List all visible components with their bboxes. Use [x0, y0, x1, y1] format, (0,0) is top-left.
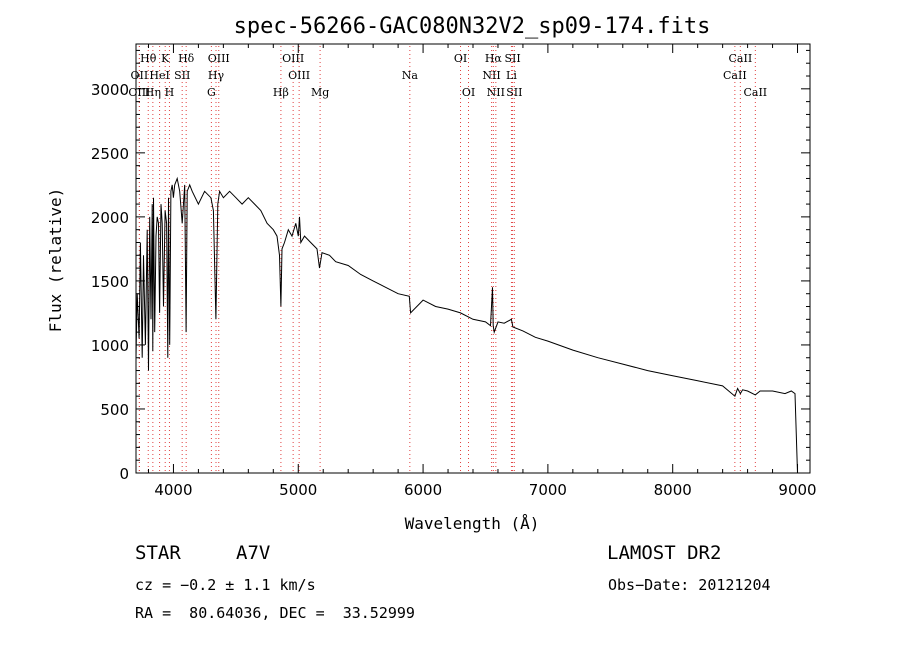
spectral-line-label: Hγ [208, 69, 225, 82]
survey-name: LAMOST DR2 [607, 542, 722, 564]
spectral-line-label: OI [462, 86, 475, 99]
spectral-line-label: HeI [149, 69, 169, 82]
coordinates: RA = 80.64036, DEC = 33.52999 [135, 604, 415, 622]
spectral-line-label: K [161, 52, 170, 65]
plot-frame [135, 43, 811, 474]
spectral-line-label: SII [174, 69, 190, 82]
spectral-line-label: G [207, 86, 216, 99]
x-axis-label: Wavelength (Å) [405, 514, 540, 533]
spectral-line-label: Hη [145, 86, 161, 99]
object-subclass: A7V [236, 542, 271, 564]
y-tick-label: 2500 [91, 145, 129, 163]
spectral-line-label: NII [487, 86, 505, 99]
spectral-line-label: Na [402, 69, 419, 82]
spectral-line-label: SII [504, 52, 520, 65]
x-tick-label: 8000 [654, 481, 692, 499]
spectral-line-label: CaII [729, 52, 753, 65]
y-axis-label: Flux (relative) [46, 188, 65, 333]
y-tick-label: 2000 [91, 209, 129, 227]
spectral-line-label: SII [506, 86, 522, 99]
spectral-line-label: CaII [723, 69, 747, 82]
y-tick-label: 1500 [91, 273, 129, 291]
y-tick-label: 0 [119, 465, 129, 483]
y-tick-label: 3000 [91, 81, 129, 99]
spectral-line-label: OII [131, 69, 149, 82]
spectral-line-label: Hα [485, 52, 503, 65]
spectrum-series-line [135, 176, 798, 474]
spectral-line-label: Li [506, 69, 517, 82]
x-tick-label: 6000 [404, 481, 442, 499]
spectral-line-label: H [165, 86, 175, 99]
spectral-line-label: NII [482, 69, 500, 82]
spectral-line-label: OI [454, 52, 467, 65]
spectral-line-label: OIII [282, 52, 304, 65]
spectral-line-label: Hθ [140, 52, 157, 65]
x-tick-label: 4000 [154, 481, 192, 499]
spectral-line-label: CaII [743, 86, 767, 99]
spectral-line-label: OIII [288, 69, 310, 82]
spectral-line-label: Mg [311, 86, 329, 99]
spectral-line-markers [138, 46, 756, 473]
x-tick-label: 9000 [778, 481, 816, 499]
y-axis-ticks: 0 500 1000 1500 2000 2500 3000 [91, 49, 810, 483]
spectral-line-label: OIII [208, 52, 230, 65]
y-tick-label: 500 [100, 401, 129, 419]
x-tick-label: 5000 [279, 481, 317, 499]
spectral-line-label: Hβ [273, 86, 289, 99]
spectral-line-label: Hδ [178, 52, 195, 65]
x-tick-label: 7000 [529, 481, 567, 499]
x-axis-ticks: 4000 5000 6000 7000 8000 9000 [147, 44, 817, 499]
object-class: STAR [135, 542, 181, 564]
chart-title: spec-56266-GAC080N32V2_sp09-174.fits [234, 14, 711, 39]
redshift-velocity: cz = −0.2 ± 1.1 km/s [135, 576, 316, 594]
y-tick-label: 1000 [91, 337, 129, 355]
observation-date: Obs−Date: 20121204 [608, 576, 771, 594]
